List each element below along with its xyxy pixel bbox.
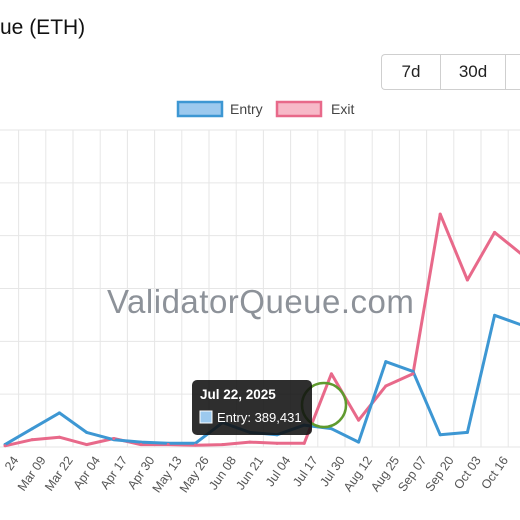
exit-data-point[interactable] bbox=[112, 436, 116, 440]
exit-data-point[interactable] bbox=[357, 418, 361, 422]
x-tick-label: Apr 04 bbox=[70, 454, 103, 492]
x-tick-label: Jun 08 bbox=[206, 454, 239, 493]
x-tick-label: Oct 16 bbox=[478, 454, 511, 492]
x-tick-label: Jul 17 bbox=[290, 454, 321, 489]
legend-item-entry[interactable]: Entry bbox=[176, 100, 263, 118]
exit-data-point[interactable] bbox=[166, 443, 170, 447]
range-30d-button[interactable]: 30d bbox=[441, 55, 506, 89]
entry-data-point[interactable] bbox=[85, 430, 89, 434]
exit-data-point[interactable] bbox=[57, 435, 61, 439]
chart-title: ue (ETH) bbox=[0, 16, 86, 39]
legend-swatch-exit bbox=[275, 100, 323, 118]
entry-data-point[interactable] bbox=[493, 313, 497, 317]
exit-data-point[interactable] bbox=[384, 384, 388, 388]
entry-data-point[interactable] bbox=[139, 440, 143, 444]
exit-data-point[interactable] bbox=[221, 443, 225, 447]
legend-label-exit: Exit bbox=[331, 101, 354, 117]
x-tick-label: Mar 22 bbox=[42, 454, 76, 494]
entry-data-point[interactable] bbox=[384, 360, 388, 364]
exit-series-line bbox=[4, 212, 520, 448]
exit-data-point[interactable] bbox=[248, 440, 252, 444]
x-tick-label: Sep 20 bbox=[422, 454, 456, 495]
exit-data-point[interactable] bbox=[465, 278, 469, 282]
exit-data-point[interactable] bbox=[139, 443, 143, 447]
range-selector: 7d 30d bbox=[381, 54, 520, 90]
x-tick-label: Jun 21 bbox=[233, 454, 266, 493]
x-tick-label: 24 bbox=[2, 454, 21, 473]
exit-data-point[interactable] bbox=[30, 438, 34, 442]
exit-data-point[interactable] bbox=[275, 441, 279, 445]
x-tick-label: Jul 04 bbox=[263, 454, 294, 489]
x-tick-label: Apr 17 bbox=[98, 454, 131, 492]
legend-swatch-entry bbox=[176, 100, 224, 118]
exit-data-point[interactable] bbox=[193, 443, 197, 447]
exit-data-point[interactable] bbox=[3, 444, 7, 448]
tooltip: Jul 22, 2025 Entry: 389,431 bbox=[192, 380, 312, 435]
exit-data-point[interactable] bbox=[85, 443, 89, 447]
tooltip-date: Jul 22, 2025 bbox=[200, 387, 276, 402]
x-tick-label: Oc bbox=[518, 454, 520, 475]
exit-data-point[interactable] bbox=[411, 372, 415, 376]
tooltip-box bbox=[192, 380, 312, 435]
x-tick-label: Oct 03 bbox=[451, 454, 484, 492]
exit-data-point[interactable] bbox=[493, 230, 497, 234]
legend-item-exit[interactable]: Exit bbox=[275, 100, 354, 118]
entry-data-point[interactable] bbox=[465, 430, 469, 434]
entry-data-point[interactable] bbox=[438, 433, 442, 437]
tooltip-swatch-entry bbox=[199, 410, 213, 424]
chart-legend: Entry Exit bbox=[176, 100, 354, 118]
entry-data-point[interactable] bbox=[357, 440, 361, 444]
exit-data-point[interactable] bbox=[329, 372, 333, 376]
exit-data-point[interactable] bbox=[438, 212, 442, 216]
entry-data-point[interactable] bbox=[411, 369, 415, 373]
entry-data-point[interactable] bbox=[329, 427, 333, 431]
range-7d-button[interactable]: 7d bbox=[382, 55, 441, 89]
entry-data-point[interactable] bbox=[30, 427, 34, 431]
x-tick-label: May 26 bbox=[177, 454, 212, 496]
legend-label-entry: Entry bbox=[230, 101, 263, 117]
watermark: ValidatorQueue.com bbox=[107, 283, 414, 320]
entry-data-point[interactable] bbox=[57, 411, 61, 415]
exit-data-point[interactable] bbox=[302, 441, 306, 445]
tooltip-value: Entry: 389,431 bbox=[217, 410, 302, 425]
